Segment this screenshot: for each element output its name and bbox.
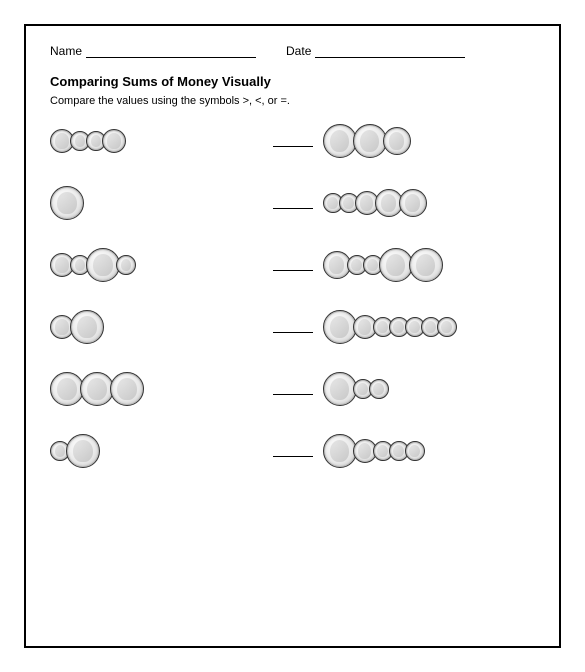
quarter-coin bbox=[50, 372, 84, 406]
date-blank[interactable] bbox=[315, 44, 465, 58]
problem-row bbox=[50, 307, 535, 347]
header: Name Date bbox=[50, 44, 535, 58]
quarter-coin bbox=[323, 124, 357, 158]
answer-blank[interactable] bbox=[273, 259, 313, 271]
answer-cell bbox=[263, 259, 323, 271]
right-coins bbox=[323, 121, 536, 161]
quarter-coin bbox=[323, 434, 357, 468]
quarter-coin bbox=[409, 248, 443, 282]
quarter-coin bbox=[50, 186, 84, 220]
answer-blank[interactable] bbox=[273, 321, 313, 333]
answer-cell bbox=[263, 445, 323, 457]
problem-row bbox=[50, 431, 535, 471]
right-coins bbox=[323, 307, 536, 347]
answer-blank[interactable] bbox=[273, 445, 313, 457]
right-coins bbox=[323, 245, 536, 285]
name-blank[interactable] bbox=[86, 44, 256, 58]
left-coins bbox=[50, 369, 263, 409]
instruction-text: Compare the values using the symbols >, … bbox=[50, 95, 535, 107]
problem-row bbox=[50, 121, 535, 161]
name-label: Name bbox=[50, 44, 82, 58]
quarter-coin bbox=[353, 124, 387, 158]
answer-cell bbox=[263, 383, 323, 395]
left-coins bbox=[50, 183, 263, 223]
quarter-coin bbox=[323, 372, 357, 406]
right-coins bbox=[323, 183, 536, 223]
nickel-coin bbox=[383, 127, 411, 155]
problem-rows bbox=[50, 121, 535, 471]
quarter-coin bbox=[70, 310, 104, 344]
answer-blank[interactable] bbox=[273, 135, 313, 147]
answer-cell bbox=[263, 135, 323, 147]
worksheet-page: Name Date Comparing Sums of Money Visual… bbox=[24, 24, 561, 648]
left-coins bbox=[50, 121, 263, 161]
quarter-coin bbox=[66, 434, 100, 468]
dime-coin bbox=[437, 317, 457, 337]
quarter-coin bbox=[86, 248, 120, 282]
problem-row bbox=[50, 183, 535, 223]
dime-coin bbox=[369, 379, 389, 399]
right-coins bbox=[323, 369, 536, 409]
problem-row bbox=[50, 245, 535, 285]
name-field: Name bbox=[50, 44, 256, 58]
nickel-coin bbox=[399, 189, 427, 217]
quarter-coin bbox=[110, 372, 144, 406]
dime-coin bbox=[405, 441, 425, 461]
answer-blank[interactable] bbox=[273, 383, 313, 395]
answer-cell bbox=[263, 321, 323, 333]
right-coins bbox=[323, 431, 536, 471]
worksheet-title: Comparing Sums of Money Visually bbox=[50, 74, 535, 89]
left-coins bbox=[50, 431, 263, 471]
answer-blank[interactable] bbox=[273, 197, 313, 209]
penny-coin bbox=[102, 129, 126, 153]
date-label: Date bbox=[286, 44, 311, 58]
date-field: Date bbox=[286, 44, 465, 58]
answer-cell bbox=[263, 197, 323, 209]
dime-coin bbox=[116, 255, 136, 275]
quarter-coin bbox=[80, 372, 114, 406]
left-coins bbox=[50, 307, 263, 347]
problem-row bbox=[50, 369, 535, 409]
quarter-coin bbox=[379, 248, 413, 282]
quarter-coin bbox=[323, 310, 357, 344]
left-coins bbox=[50, 245, 263, 285]
